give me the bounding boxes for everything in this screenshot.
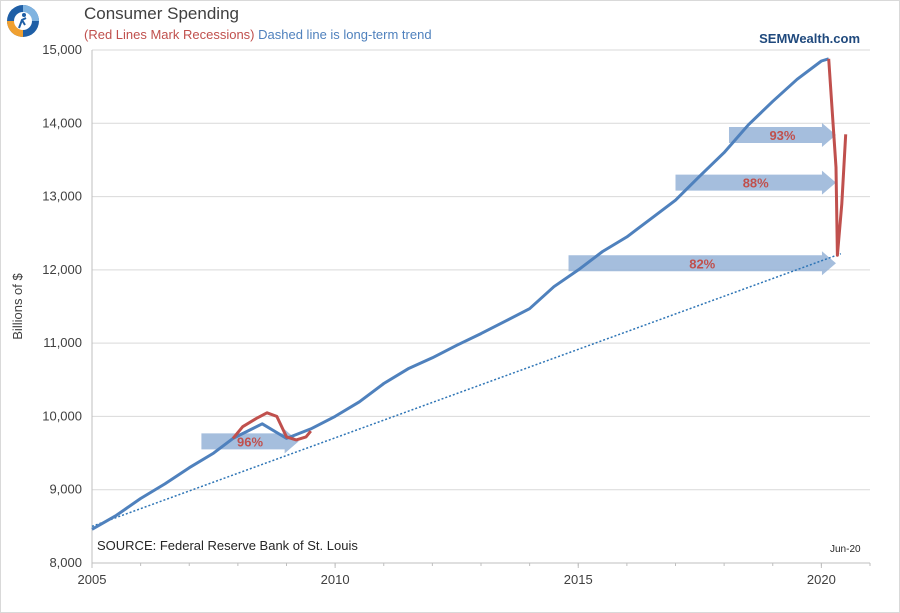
x-tick-label: 2005 (78, 572, 107, 587)
spending-line (91, 57, 830, 531)
y-axis-label: Billions of $ (10, 272, 25, 339)
y-tick-label: 8,000 (49, 555, 82, 570)
source-note: SOURCE: Federal Reserve Bank of St. Loui… (97, 538, 358, 553)
trend-note: Dashed line is long-term trend (258, 27, 432, 42)
y-tick-label: 13,000 (42, 189, 82, 204)
trend-line (91, 253, 842, 528)
chart-title: Consumer Spending (84, 4, 239, 23)
annotation-label: 93% (769, 128, 795, 143)
x-tick-label: 2010 (321, 572, 350, 587)
y-tick-label: 9,000 (49, 482, 82, 497)
recession-line-2020 (827, 58, 848, 257)
annotation-arrow (201, 429, 299, 454)
brand-label: SEMWealth.com (759, 31, 860, 46)
annotation-arrow (568, 251, 836, 276)
annotation-label: 82% (689, 256, 715, 271)
date-note: Jun-20 (830, 544, 861, 555)
x-tick-label: 2015 (564, 572, 593, 587)
semwealth-logo-icon (6, 4, 40, 38)
recession-note: (Red Lines Mark Recessions) (84, 27, 255, 42)
y-tick-label: 11,000 (43, 335, 82, 350)
y-tick-label: 10,000 (42, 408, 82, 423)
chart-subtitle: (Red Lines Mark Recessions) Dashed line … (84, 27, 432, 42)
y-tick-label: 15,000 (42, 42, 82, 57)
y-tick-label: 12,000 (42, 262, 82, 277)
y-tick-label: 14,000 (42, 115, 82, 130)
annotation-arrow (675, 170, 836, 195)
annotation-label: 88% (743, 176, 769, 191)
annotation-arrow (728, 123, 836, 148)
x-tick-label: 2020 (807, 572, 836, 587)
annotation-label: 96% (237, 434, 263, 449)
recession-line-2008 (231, 411, 312, 442)
